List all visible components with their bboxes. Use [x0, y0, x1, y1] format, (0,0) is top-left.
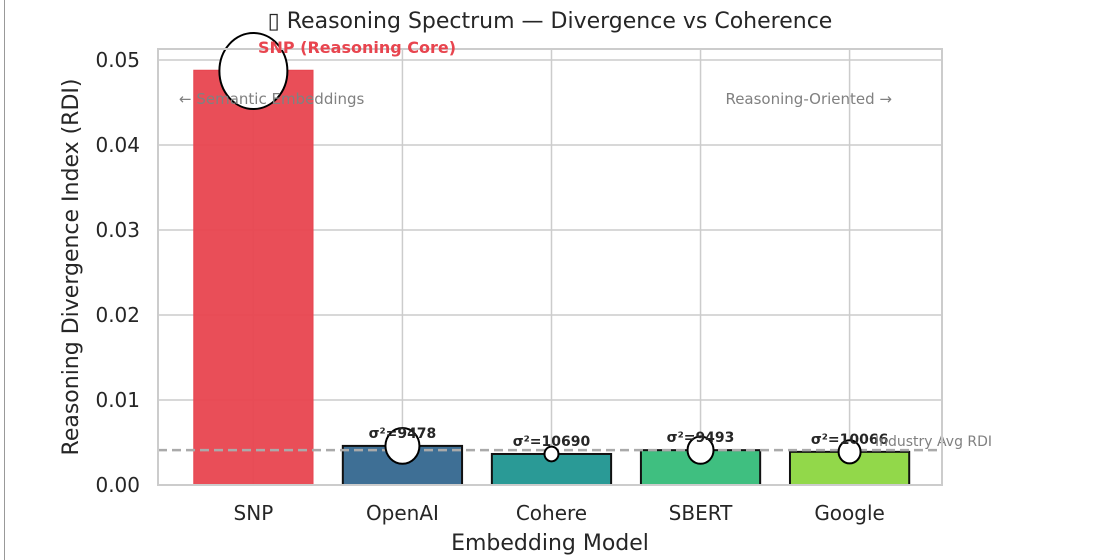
y-tick-label: 0.02 — [95, 303, 140, 327]
chart-title: ▯ Reasoning Spectrum — Divergence vs Coh… — [268, 9, 833, 34]
bar-value-label: σ²=9478 — [369, 426, 437, 442]
x-tick-label: OpenAI — [366, 501, 439, 525]
highlight-annotation: SNP (Reasoning Core) — [258, 38, 456, 57]
y-tick-label: 0.03 — [95, 218, 140, 242]
bar-value-label: σ²=10066 — [811, 432, 888, 448]
bar-snp — [193, 69, 314, 486]
bubble-openai — [384, 427, 421, 465]
y-tick-label: 0.01 — [95, 388, 140, 412]
y-tick-label: 0.00 — [95, 473, 140, 497]
bar-value-label: σ²=10690 — [513, 434, 591, 450]
bubble-sbert — [686, 435, 715, 465]
bar-value-label: σ²=9493 — [667, 430, 735, 446]
bubbles — [218, 32, 862, 465]
x-tick-label: SNP — [234, 501, 274, 525]
window-edge — [4, 0, 5, 560]
left-note: ← Semantic Embeddings — [179, 90, 365, 108]
bars — [193, 69, 911, 486]
x-axis-label: Embedding Model — [451, 531, 649, 556]
bubble-google — [837, 439, 862, 465]
x-tick-label: SBERT — [669, 501, 733, 525]
y-axis-label: Reasoning Divergence Index (RDI) — [59, 79, 84, 456]
bubble-snp — [218, 32, 289, 110]
industry-avg-label: Industry Avg RDI — [875, 434, 992, 450]
y-tick-label: 0.05 — [95, 48, 140, 72]
right-note: Reasoning-Oriented → — [725, 90, 892, 108]
x-tick-label: Cohere — [516, 501, 587, 525]
plot-frame — [157, 48, 943, 486]
x-tick-label: Google — [814, 501, 885, 525]
axes: 0.00 0.01 0.02 0.03 0.04 0.05 SNP OpenAI Cohere S… — [95, 48, 884, 525]
y-tick-label: 0.04 — [95, 133, 140, 157]
bubble-cohere — [543, 445, 560, 463]
